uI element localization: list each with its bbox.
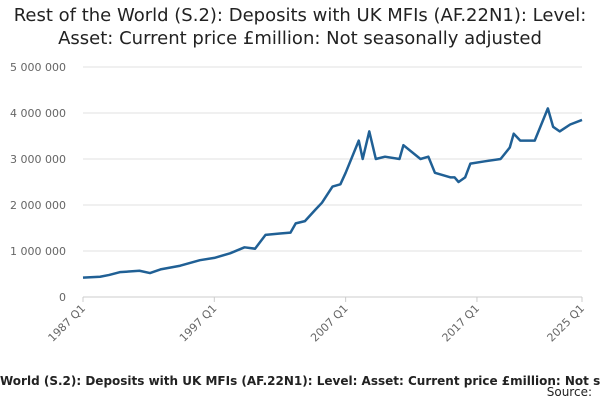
x-tick-label: 1987 Q1 bbox=[46, 302, 89, 345]
chart-title: Rest of the World (S.2): Deposits with U… bbox=[13, 5, 587, 49]
y-tick-label: 4 000 000 bbox=[10, 107, 66, 120]
y-tick-label: 5 000 000 bbox=[10, 61, 66, 74]
y-tick-label: 0 bbox=[59, 291, 66, 304]
y-tick-label: 3 000 000 bbox=[10, 153, 66, 166]
y-tick-label: 2 000 000 bbox=[10, 199, 66, 212]
x-tick-label: 2017 Q1 bbox=[440, 302, 483, 345]
x-tick-label: 1997 Q1 bbox=[177, 302, 220, 345]
x-tick-label: 2025 Q1 bbox=[545, 302, 588, 345]
y-tick-label: 1 000 000 bbox=[10, 245, 66, 258]
source: Source: bbox=[547, 385, 592, 399]
x-tick-label: 2007 Q1 bbox=[308, 302, 351, 345]
footer: World (S.2): Deposits with UK MFIs (AF.2… bbox=[0, 374, 600, 388]
data-line bbox=[82, 107, 583, 279]
